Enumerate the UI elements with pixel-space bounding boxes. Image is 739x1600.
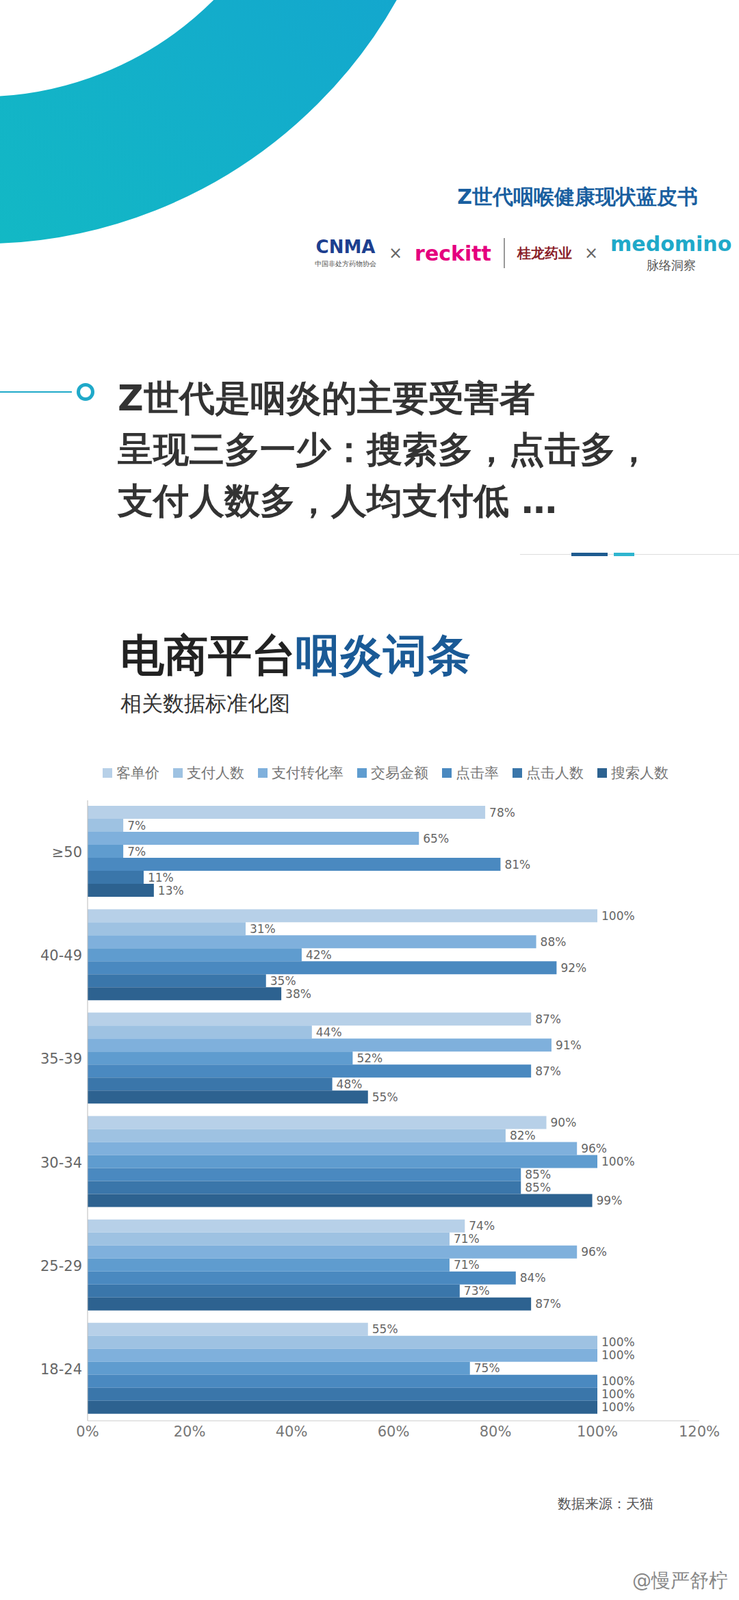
svg-text:60%: 60% [377,1423,410,1441]
svg-text:92%: 92% [560,961,587,976]
svg-text:44%: 44% [316,1025,343,1040]
html-text:Z世代咽喉健康现状蓝皮书: Z世代咽喉健康现状蓝皮书 [457,184,698,209]
svg-text:88%: 88% [540,935,567,950]
html-text:交易金额: 交易金额 [370,765,429,782]
svg-text:35%: 35% [270,974,297,989]
svg-text:81%: 81% [504,858,531,872]
svg-text:52%: 52% [356,1051,383,1066]
html-text:点击率: 点击率 [455,765,499,782]
html-text:呈现三多一少：搜索多，点击多，: 呈现三多一少：搜索多，点击多， [117,429,652,471]
html-text:点击人数: 点击人数 [526,765,584,782]
svg-text:74%: 74% [468,1219,495,1234]
html-text:搜索人数: 搜索人数 [611,765,669,782]
html-text:相关数据标准化图: 相关数据标准化图 [120,691,291,716]
html-text:中国非处方药物协会: 中国非处方药物协会 [314,259,377,268]
svg-text:100%: 100% [601,1348,635,1363]
html-text:支付转化率: 支付转化率 [271,765,344,782]
svg-text:100%: 100% [601,1387,635,1402]
svg-text:38%: 38% [285,987,312,1002]
html-text:支付人数: 支付人数 [186,765,245,782]
html-text:脉络洞察: 脉络洞察 [646,257,696,273]
svg-text:35-39: 35-39 [40,1051,83,1068]
svg-text:7%: 7% [127,819,146,833]
svg-text:65%: 65% [422,832,449,846]
svg-text:78%: 78% [489,806,516,820]
svg-text:87%: 87% [535,1297,562,1312]
html-text:medomino: medomino [610,231,732,256]
html-text:客单价: 客单价 [116,765,160,782]
svg-text:100%: 100% [601,1400,635,1415]
svg-text:48%: 48% [336,1077,363,1092]
svg-text:100%: 100% [601,1155,635,1169]
svg-text:42%: 42% [305,948,332,963]
html-text:reckitt: reckitt [414,241,492,266]
html-text:桂龙药业: 桂龙药业 [517,244,573,262]
svg-text:30-34: 30-34 [40,1155,83,1172]
svg-text:100%: 100% [601,909,635,924]
html-text:支付人数多，人均支付低 …: 支付人数多，人均支付低 … [117,480,558,522]
svg-text:18-24: 18-24 [40,1361,83,1379]
html-text:电商平台咽炎词条: 电商平台咽炎词条 [120,630,471,681]
svg-text:25-29: 25-29 [40,1258,83,1275]
svg-text:82%: 82% [509,1129,536,1143]
svg-text:84%: 84% [520,1271,547,1286]
svg-text:96%: 96% [580,1245,607,1260]
html-text:@慢严舒柠: @慢严舒柠 [632,1569,729,1593]
svg-text:91%: 91% [555,1038,582,1053]
svg-text:100%: 100% [576,1423,618,1441]
svg-text:31%: 31% [249,922,276,937]
svg-text:40-49: 40-49 [40,947,83,965]
svg-text:80%: 80% [479,1423,512,1441]
svg-text:85%: 85% [524,1181,551,1195]
svg-text:87%: 87% [535,1064,562,1079]
html-text:数据来源：天猫: 数据来源：天猫 [557,1495,654,1513]
html-text:Z世代是咽炎的主要受害者: Z世代是咽炎的主要受害者 [117,377,535,419]
svg-text:0%: 0% [75,1423,99,1441]
svg-text:100%: 100% [601,1374,635,1389]
svg-text:40%: 40% [275,1423,308,1441]
svg-text:71%: 71% [453,1232,480,1247]
svg-text:73%: 73% [463,1284,490,1299]
svg-text:7%: 7% [127,845,146,859]
svg-text:120%: 120% [678,1423,720,1441]
svg-text:90%: 90% [550,1116,577,1130]
svg-text:71%: 71% [453,1258,480,1273]
svg-text:87%: 87% [535,1012,562,1027]
svg-text:55%: 55% [372,1090,399,1105]
svg-text:11%: 11% [147,871,174,885]
svg-text:85%: 85% [524,1168,551,1182]
svg-text:96%: 96% [580,1142,607,1156]
svg-text:13%: 13% [158,884,185,898]
svg-text:75%: 75% [474,1361,501,1376]
html-text:CNMA: CNMA [315,236,376,258]
svg-text:99%: 99% [596,1194,623,1208]
svg-text:55%: 55% [372,1322,399,1337]
svg-text:20%: 20% [173,1423,206,1441]
svg-text:≥50: ≥50 [52,844,83,861]
svg-text:100%: 100% [601,1335,635,1350]
